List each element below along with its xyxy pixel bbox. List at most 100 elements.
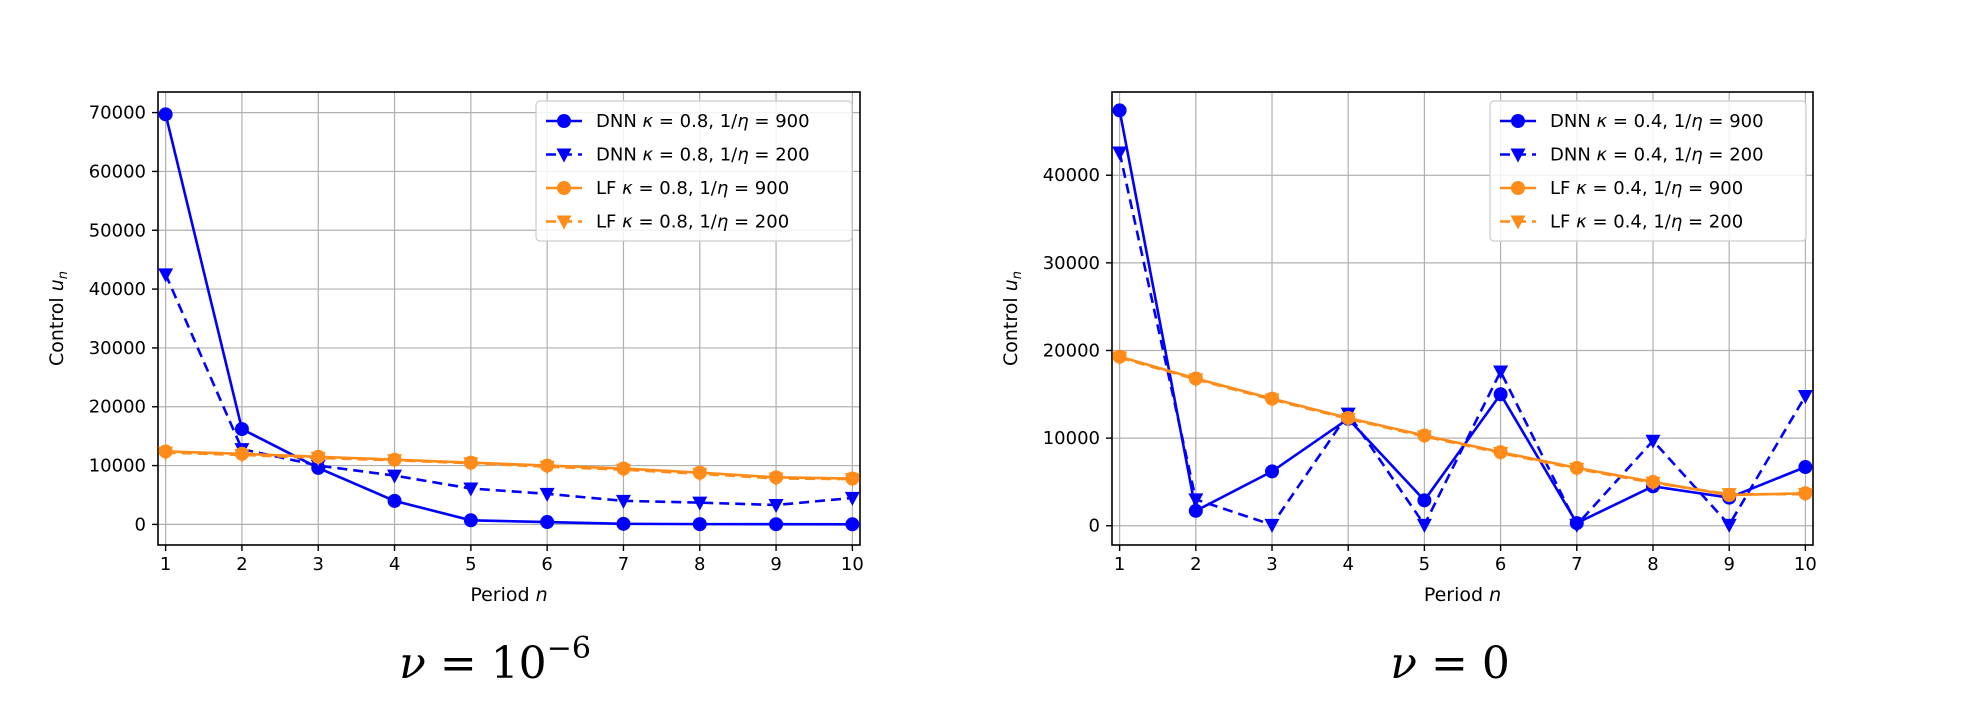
x-tick-label: 3 <box>313 554 324 575</box>
x-tick-label: 6 <box>1495 554 1506 575</box>
legend-label-part: = 900 <box>1682 178 1743 199</box>
data-point <box>1416 518 1432 533</box>
x-axis-label-var: n <box>536 584 548 606</box>
legend-label-part: = 200 <box>728 212 789 233</box>
data-point <box>1188 503 1203 518</box>
series-3 <box>1112 349 1813 503</box>
legend-label-part: κ <box>643 111 654 132</box>
legend-label-part: = 0.8, 1/ <box>633 178 718 199</box>
y-tick-label: 10000 <box>1043 428 1100 449</box>
x-tick-label: 7 <box>618 554 629 575</box>
data-point <box>1417 493 1432 508</box>
data-point <box>1721 518 1737 533</box>
legend-label-part: = 900 <box>1703 111 1764 132</box>
series-1 <box>158 107 860 532</box>
legend-label-part: = 0.4, 1/ <box>1607 111 1692 132</box>
y-tick-label: 40000 <box>1043 165 1100 186</box>
caption-lhs: ν <box>399 638 426 689</box>
x-axis-label: Period n <box>470 584 547 606</box>
series-line <box>1119 356 1806 496</box>
data-point <box>1645 476 1661 491</box>
legend-label: LF κ = 0.4, 1/η = 200 <box>1550 212 1743 233</box>
data-point <box>387 454 403 469</box>
legend-label-part: = 0.8, 1/ <box>633 212 718 233</box>
x-tick-label: 4 <box>389 554 400 575</box>
axes-frame <box>1111 91 1814 546</box>
y-axis-label-word: Control <box>1000 291 1022 366</box>
data-point <box>1264 518 1280 533</box>
x-tick-label: 7 <box>1571 554 1582 575</box>
y-tick-label: 30000 <box>1043 253 1100 274</box>
data-point <box>387 469 403 484</box>
x-tick-label: 2 <box>236 554 247 575</box>
series-line <box>1118 152 1807 528</box>
legend-label: LF κ = 0.8, 1/η = 200 <box>596 212 789 233</box>
y-tick-label: 0 <box>135 514 146 535</box>
data-point <box>769 517 784 532</box>
data-point <box>1797 390 1813 405</box>
legend-label-part: η <box>717 178 728 199</box>
x-tick-label: 10 <box>841 554 864 575</box>
legend-entry: DNN κ = 0.8, 1/η = 900 <box>546 111 810 132</box>
y-tick-label: 20000 <box>1043 340 1100 361</box>
x-tick-label: 9 <box>770 554 781 575</box>
data-point <box>1493 446 1509 461</box>
data-point <box>158 446 174 461</box>
legend-label-part: = 200 <box>1703 145 1764 166</box>
y-tick-label: 20000 <box>89 397 146 418</box>
x-tick-label: 6 <box>541 554 552 575</box>
x-tick-label: 5 <box>465 554 476 575</box>
data-point <box>1797 488 1813 503</box>
legend-label-part: η <box>1671 212 1682 233</box>
data-point <box>1112 103 1127 118</box>
legend-label: LF κ = 0.8, 1/η = 900 <box>596 178 789 199</box>
data-point <box>1493 387 1508 402</box>
data-point <box>1265 464 1280 479</box>
data-point <box>234 448 250 463</box>
x-axis-label-var: n <box>1489 584 1501 606</box>
data-point <box>844 473 860 488</box>
y-axis-label-var: u <box>1000 279 1022 291</box>
chart-panel-1: 1 2 3 4 5 6 7 8 9 10 0 10000 20000 30000 40000 50000 600… <box>46 91 864 606</box>
data-point <box>692 496 708 511</box>
data-point <box>540 515 555 530</box>
legend-entry: LF κ = 0.4, 1/η = 200 <box>1500 212 1743 233</box>
caption-eq: = <box>1431 638 1468 689</box>
legend-label-part: = 900 <box>728 178 789 199</box>
data-point <box>1340 412 1356 427</box>
legend-label-part: LF <box>596 178 622 199</box>
legend-label: DNN κ = 0.4, 1/η = 200 <box>1550 145 1764 166</box>
legend-label-part: = 0.4, 1/ <box>1607 145 1692 166</box>
legend-entry: LF κ = 0.4, 1/η = 900 <box>1500 178 1743 199</box>
data-point <box>1112 351 1128 366</box>
y-axis-label-sub: n <box>56 271 71 279</box>
x-tick-label: 4 <box>1342 554 1353 575</box>
x-tick-label: 3 <box>1266 554 1277 575</box>
legend-entry: DNN κ = 0.4, 1/η = 900 <box>1500 111 1764 132</box>
data-point <box>1721 488 1737 503</box>
legend-label-part: κ <box>1576 178 1587 199</box>
y-axis-label-word: Control <box>46 291 68 366</box>
legend-label-part: η <box>737 111 748 132</box>
data-point <box>539 460 555 475</box>
legend-marker <box>1510 215 1526 230</box>
data-point <box>692 467 708 482</box>
data-point <box>1798 460 1813 475</box>
legend-entry: DNN κ = 0.8, 1/η = 200 <box>546 145 810 166</box>
data-point <box>1493 365 1509 380</box>
x-tick-label: 1 <box>1114 554 1125 575</box>
legend-entry: LF κ = 0.8, 1/η = 200 <box>546 212 789 233</box>
legend-label-part: DNN <box>596 111 643 132</box>
y-tick-label: 70000 <box>89 103 146 124</box>
data-point <box>1569 462 1585 477</box>
data-point <box>1188 493 1204 508</box>
series-4 <box>158 446 860 488</box>
legend-label-part: η <box>1691 111 1702 132</box>
data-point <box>615 463 631 478</box>
data-point <box>1112 146 1128 161</box>
series-line <box>164 114 853 526</box>
legend-label-part: = 900 <box>749 111 810 132</box>
x-tick-label: 8 <box>1647 554 1658 575</box>
